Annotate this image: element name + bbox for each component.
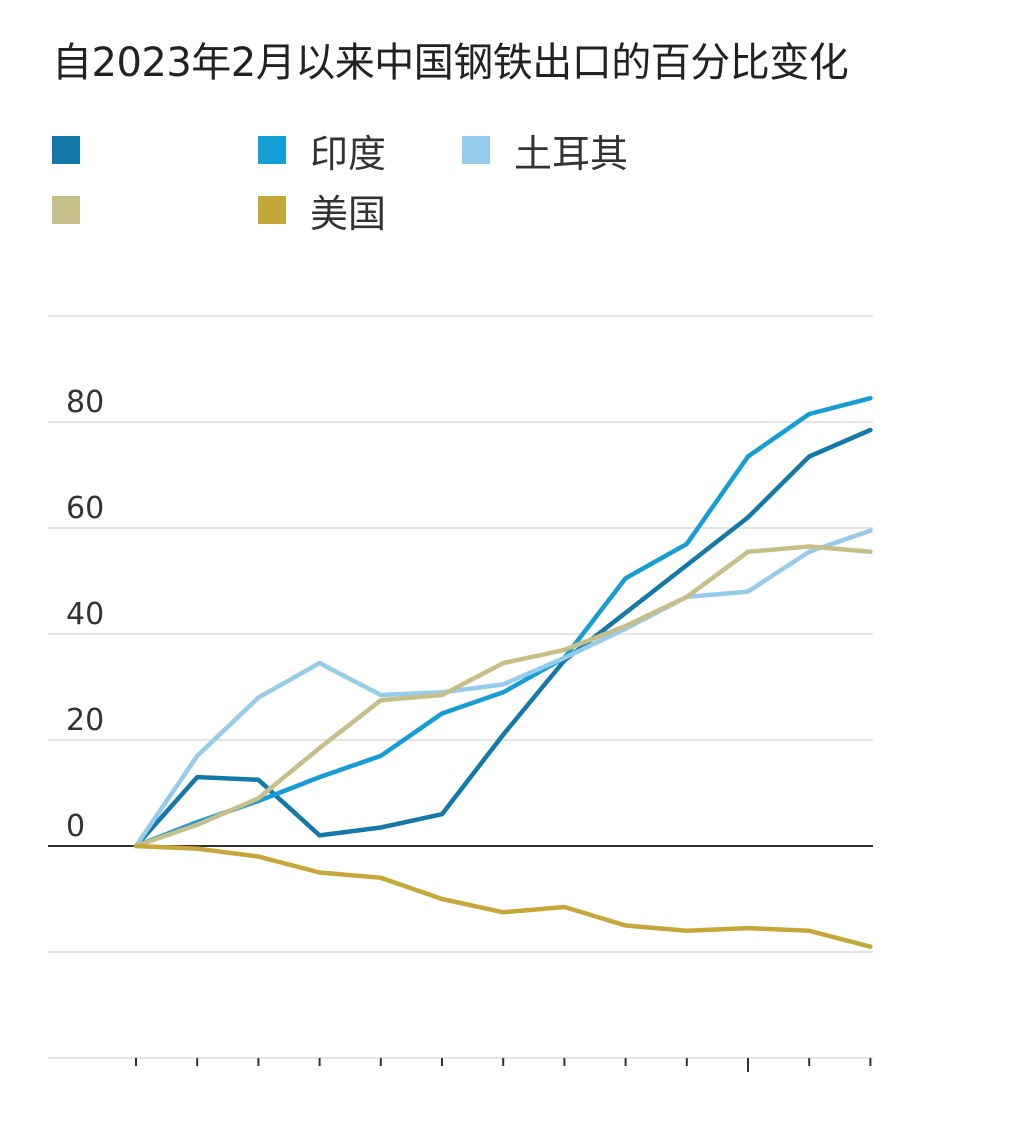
legend-swatch-series-4 [52, 196, 80, 224]
y-tick-label: 20 [66, 703, 104, 738]
series-line-1 [133, 427, 873, 849]
legend-swatch-series-1 [52, 136, 80, 164]
series-line-5 [133, 843, 873, 949]
series-line-2 [133, 395, 873, 849]
x-axis-ticks [135, 1058, 872, 1072]
legend-label-india: 印度 [310, 131, 387, 176]
legend-swatch-usa [258, 196, 286, 224]
legend-item-usa: 美国 [258, 185, 387, 236]
y-tick-label: 60 [66, 491, 104, 526]
series-line-3 [133, 528, 873, 849]
legend-swatch-turkey [462, 136, 490, 164]
legend: 印度 土耳其 美国 [52, 125, 752, 245]
y-axis-labels: 0 20 40 60 80 [66, 385, 104, 844]
legend-label-usa: 美国 [310, 191, 387, 236]
series-line-4 [133, 544, 873, 849]
legend-item-series-4 [52, 185, 104, 235]
series-lines [133, 395, 873, 949]
legend-swatch-india [258, 136, 286, 164]
grid-lines [48, 315, 873, 1059]
chart-title: 自2023年2月以来中国钢铁出口的百分比变化 [52, 40, 849, 86]
legend-item-india: 印度 [258, 125, 387, 176]
y-tick-label: 40 [66, 597, 104, 632]
legend-item-turkey: 土耳其 [462, 125, 629, 176]
legend-item-series-1 [52, 125, 104, 175]
legend-label-turkey: 土耳其 [514, 131, 629, 176]
y-tick-label: 80 [66, 385, 104, 420]
y-tick-label: 0 [66, 809, 85, 844]
